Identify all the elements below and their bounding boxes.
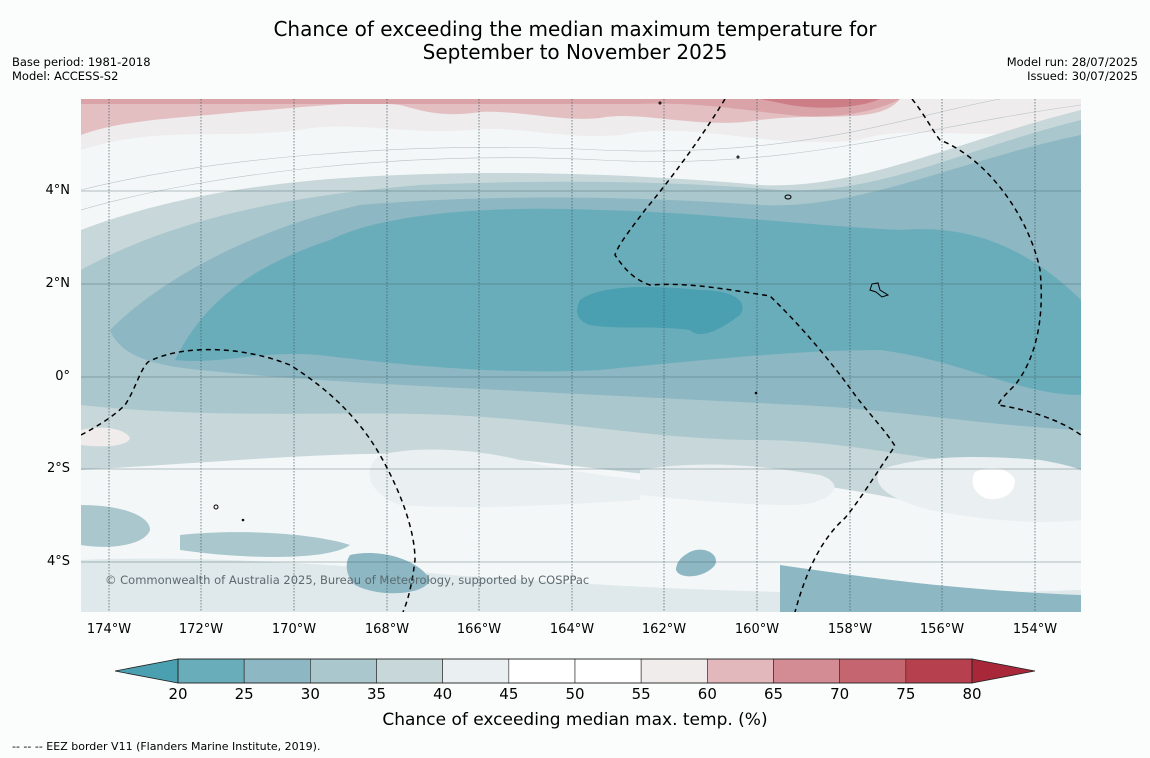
lon-label-168w: 168°W (364, 622, 410, 637)
lat-label-4s: 4°S (46, 554, 70, 569)
graticule (81, 99, 1081, 612)
colorbar-tick-label: 30 (300, 685, 320, 703)
lon-label-174w: 174°W (86, 622, 132, 637)
colorbar-segment (508, 658, 576, 684)
title-line-1: Chance of exceeding the median maximum t… (273, 17, 877, 41)
lat-label-4n: 4°N (45, 183, 71, 198)
lat-label-0: 0° (55, 369, 70, 384)
lon-label-166w: 166°W (456, 622, 502, 637)
lat-label-2n: 2°N (45, 276, 71, 291)
lon-label-154w: 154°W (1012, 622, 1058, 637)
colorbar-tick-label: 40 (433, 685, 453, 703)
lat-label-2s: 2°S (46, 461, 70, 476)
colorbar-tick-label: 20 (168, 685, 188, 703)
contour-fill (81, 99, 1081, 612)
metadata-left: Base period: 1981-2018 Model: ACCESS-S2 (12, 55, 151, 83)
metadata-right: Model run: 28/07/2025 Issued: 30/07/2025 (1007, 55, 1138, 83)
lon-label-158w: 158°W (827, 622, 873, 637)
islands (213, 101, 890, 522)
colorbar-right-arrow (971, 658, 1036, 684)
lon-label-162w: 162°W (641, 622, 687, 637)
model-name: Model: ACCESS-S2 (12, 69, 119, 83)
lon-label-172w: 172°W (178, 622, 224, 637)
colorbar-tick-label: 25 (234, 685, 254, 703)
colorbar-label: Chance of exceeding median max. temp. (%… (382, 710, 768, 730)
colorbar-segment (442, 658, 510, 684)
lon-label-170w: 170°W (271, 622, 317, 637)
colorbar-tick-label: 70 (830, 685, 850, 703)
copyright-note: © Commonwealth of Australia 2025, Bureau… (105, 573, 590, 587)
colorbar-segment (707, 658, 774, 684)
eez-legend-note: -- -- -- EEZ border V11 (Flanders Marine… (12, 740, 321, 753)
colorbar-tick-label: 55 (631, 685, 651, 703)
colorbar-segment (839, 658, 907, 684)
map-title: Chance of exceeding the median maximum t… (0, 18, 1150, 64)
issued-date: Issued: 30/07/2025 (1027, 69, 1138, 83)
colorbar-left-arrow (114, 658, 179, 684)
colorbar-segment (177, 658, 245, 684)
colorbar-tick-label: 75 (896, 685, 916, 703)
colorbar-segment (773, 658, 840, 684)
colorbar-tick-label: 60 (697, 685, 717, 703)
colorbar-segment (574, 658, 642, 684)
colorbar-segment (310, 658, 377, 684)
colorbar-tick-label: 80 (962, 685, 982, 703)
colorbar-tick-label: 45 (499, 685, 519, 703)
lon-label-164w: 164°W (549, 622, 595, 637)
lon-label-156w: 156°W (919, 622, 965, 637)
colorbar-segment (243, 658, 311, 684)
colorbar-tick-label: 65 (763, 685, 784, 703)
colorbar-segment (640, 658, 708, 684)
colorbar-tick-label: 50 (565, 685, 585, 703)
colorbar (114, 658, 1036, 684)
title-line-2: September to November 2025 (422, 40, 728, 64)
colorbar-segment (376, 658, 443, 684)
colorbar-tick-label: 35 (366, 685, 387, 703)
colorbar-segment (905, 658, 973, 684)
lon-label-160w: 160°W (734, 622, 780, 637)
model-run: Model run: 28/07/2025 (1006, 55, 1138, 69)
eez-borders (81, 99, 1081, 612)
base-period: Base period: 1981-2018 (12, 55, 151, 69)
